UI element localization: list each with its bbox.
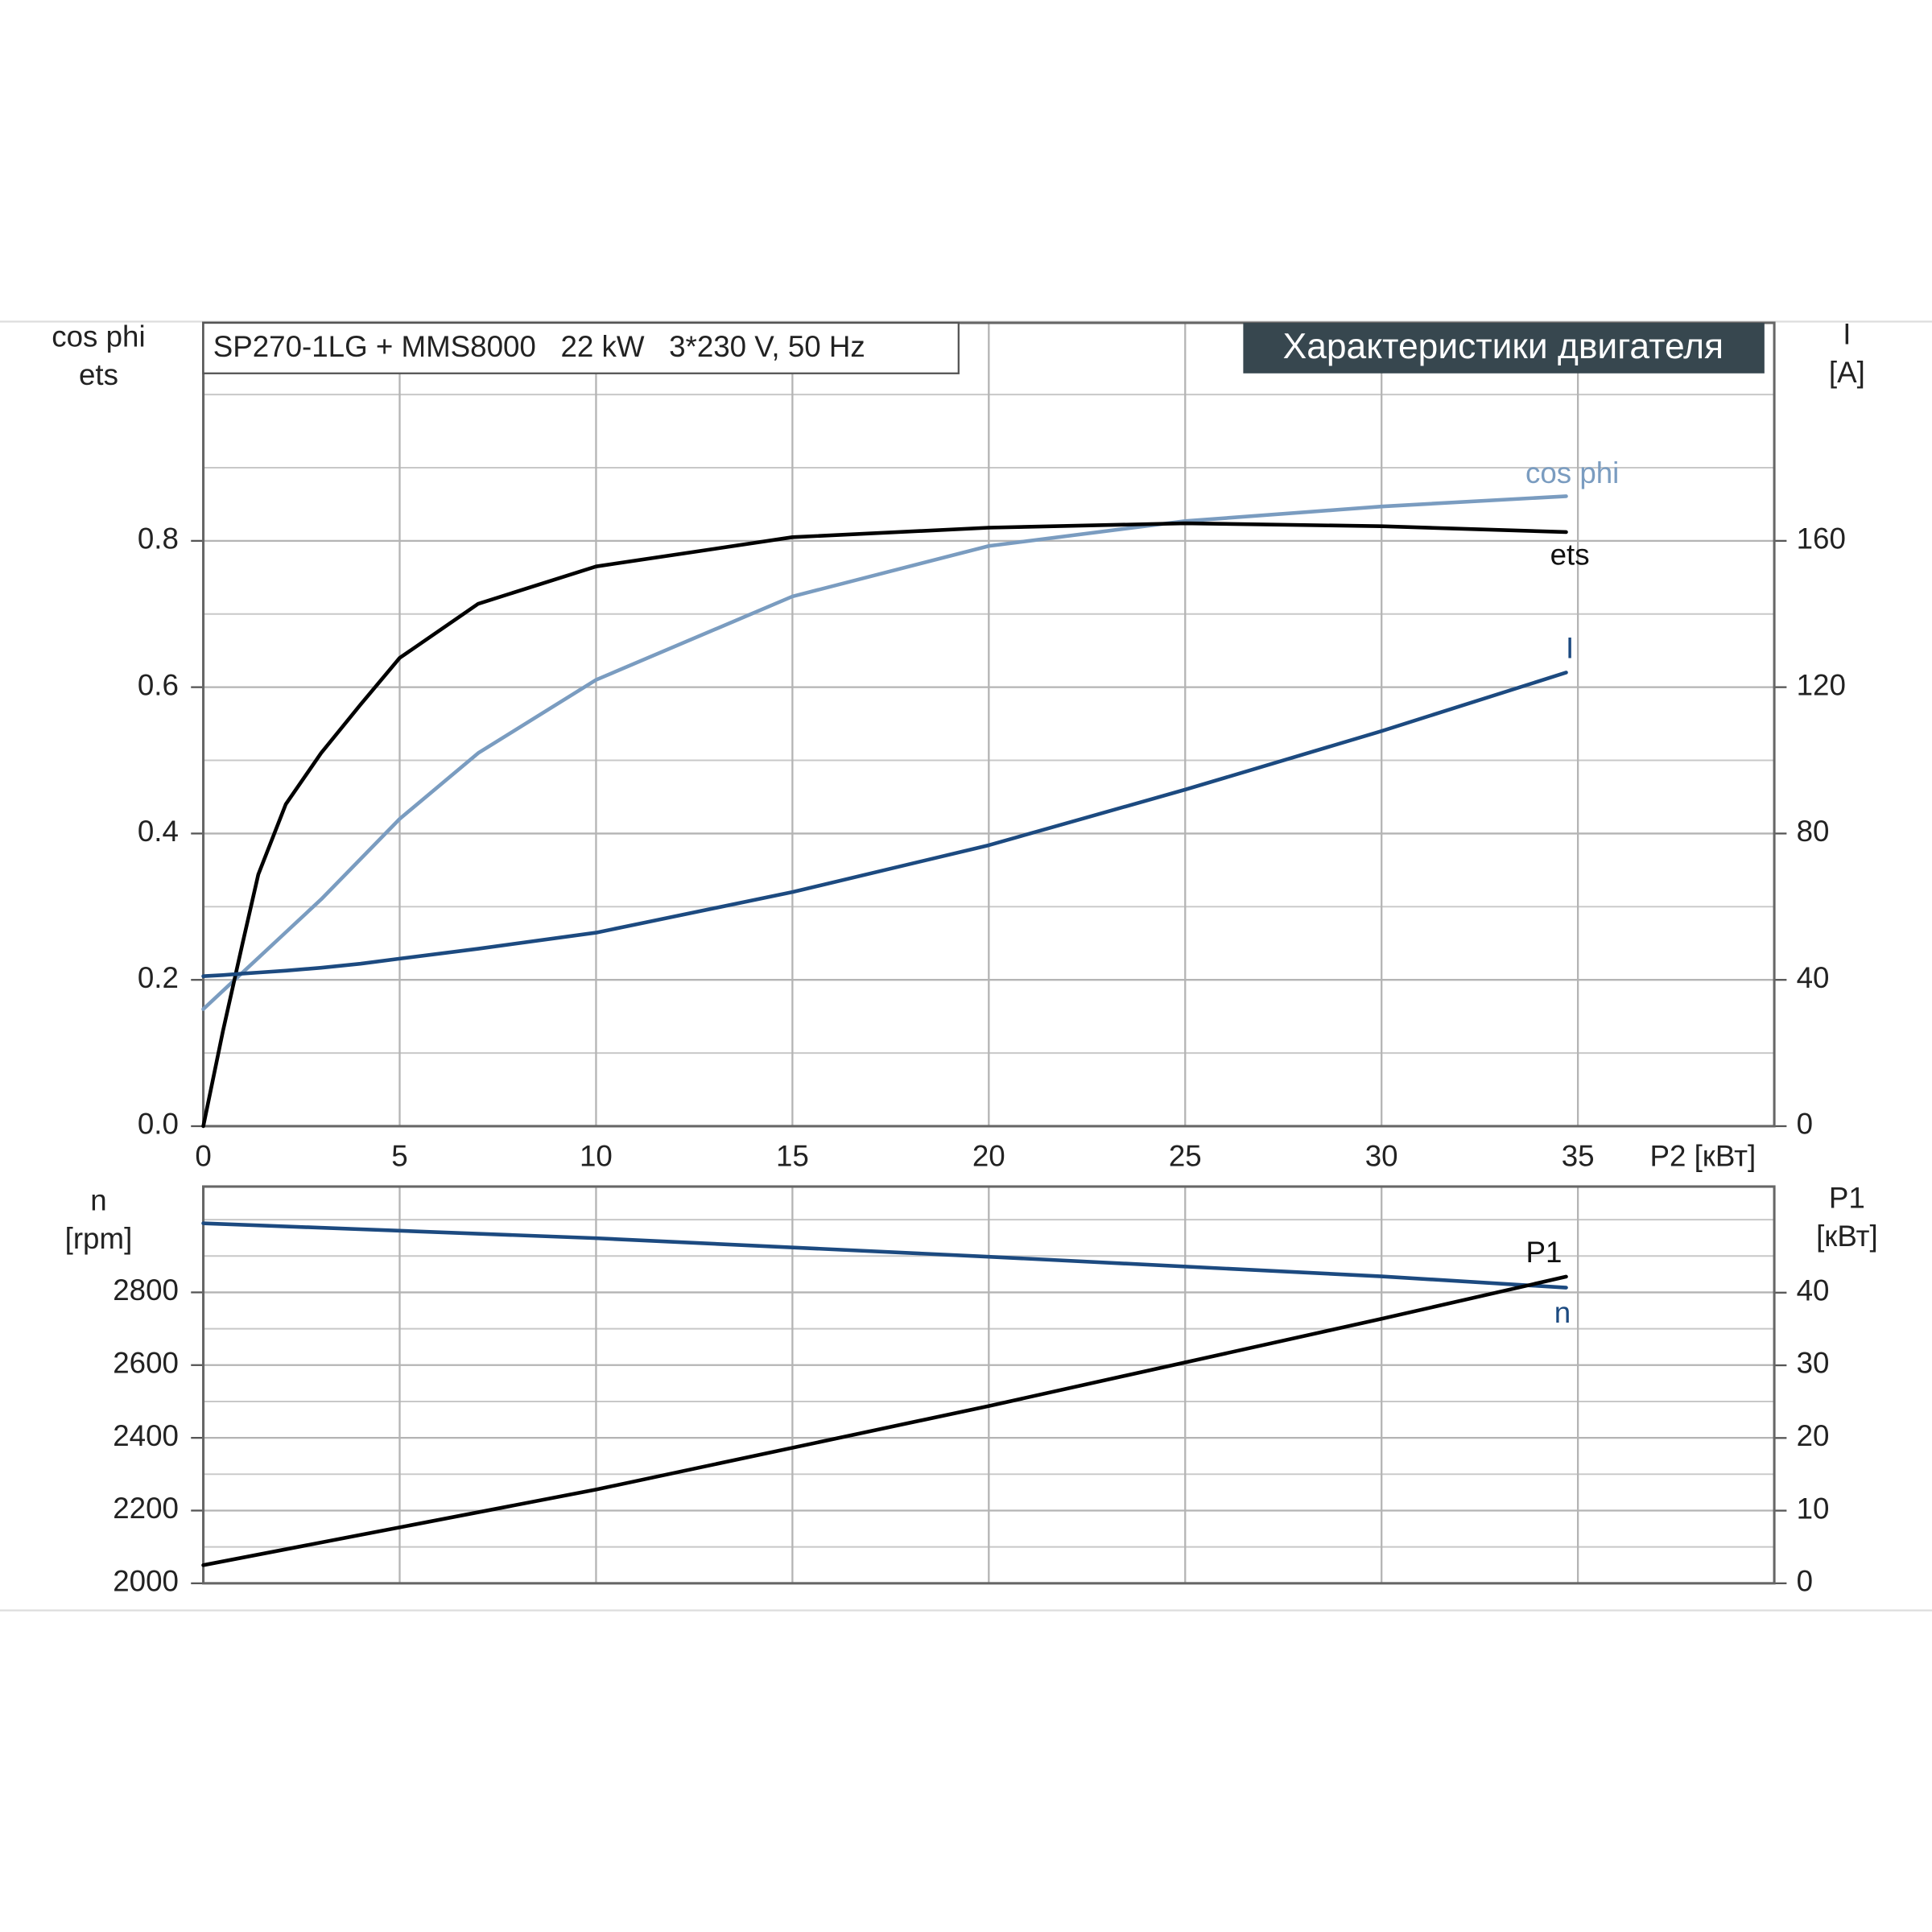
y2-tick-label: 40 (1797, 961, 1830, 994)
y2-tick-label: 0 (1797, 1108, 1813, 1141)
series-line (201, 671, 1568, 978)
series-line (201, 1221, 1568, 1290)
x-tick-label: 5 (391, 1139, 407, 1172)
plot-frame (202, 321, 1776, 1128)
y2-tick-label: 30 (1797, 1347, 1830, 1380)
y-tick-label: 0.0 (138, 1108, 179, 1141)
y-axis-title: n (90, 1184, 106, 1217)
y-tick-label: 2000 (113, 1565, 179, 1598)
y2-tick-label: 40 (1797, 1274, 1830, 1307)
y-tick-label: 0.8 (138, 522, 179, 555)
y-tick-label: 0.2 (138, 961, 179, 994)
y2-axis-title: I (1843, 318, 1851, 351)
series-line (201, 1274, 1568, 1567)
x-tick-label: 20 (972, 1139, 1005, 1172)
y-tick-label: 2400 (113, 1419, 179, 1452)
series-line (201, 521, 1568, 1129)
series-label: cos phi (1525, 456, 1619, 489)
y2-axis-title: [A] (1829, 356, 1865, 389)
x-tick-label: 10 (580, 1139, 613, 1172)
x-axis-title: P2 [кВт] (1649, 1139, 1756, 1172)
series-label: I (1566, 632, 1574, 665)
y-axis-title: [rpm] (65, 1222, 133, 1255)
y-axis-title: cos phi (52, 320, 145, 353)
y2-axis-title: P1 (1829, 1182, 1865, 1215)
x-tick-label: 15 (776, 1139, 809, 1172)
series-line (201, 494, 1568, 1011)
y2-tick-label: 10 (1797, 1492, 1830, 1525)
x-tick-label: 30 (1365, 1139, 1398, 1172)
y-tick-label: 2600 (113, 1346, 179, 1379)
series-label: n (1554, 1296, 1571, 1329)
y2-tick-label: 20 (1797, 1419, 1830, 1452)
y-axis-title: ets (79, 358, 118, 391)
y2-tick-label: 160 (1797, 522, 1846, 555)
y2-tick-label: 120 (1797, 668, 1846, 701)
banner-title: Характеристики двигателя (1283, 327, 1724, 366)
plot-frame (202, 1185, 1776, 1585)
y-tick-label: 0.6 (138, 668, 179, 701)
x-tick-label: 0 (195, 1139, 211, 1172)
series-label: P1 (1525, 1236, 1562, 1269)
title-box (202, 321, 960, 374)
y-tick-label: 2200 (113, 1492, 179, 1525)
x-tick-label: 25 (1169, 1139, 1202, 1172)
x-tick-label: 35 (1562, 1139, 1595, 1172)
y2-axis-title: [кВт] (1816, 1220, 1878, 1253)
y-tick-label: 0.4 (138, 815, 179, 848)
banner-bg (1243, 323, 1765, 374)
series-label: ets (1550, 538, 1590, 571)
y-tick-label: 2800 (113, 1274, 179, 1307)
y2-tick-label: 80 (1797, 815, 1830, 848)
y2-tick-label: 0 (1797, 1565, 1813, 1598)
chart-title: SP270-1LG + MMS8000 22 kW 3*230 V, 50 Hz (213, 330, 865, 363)
